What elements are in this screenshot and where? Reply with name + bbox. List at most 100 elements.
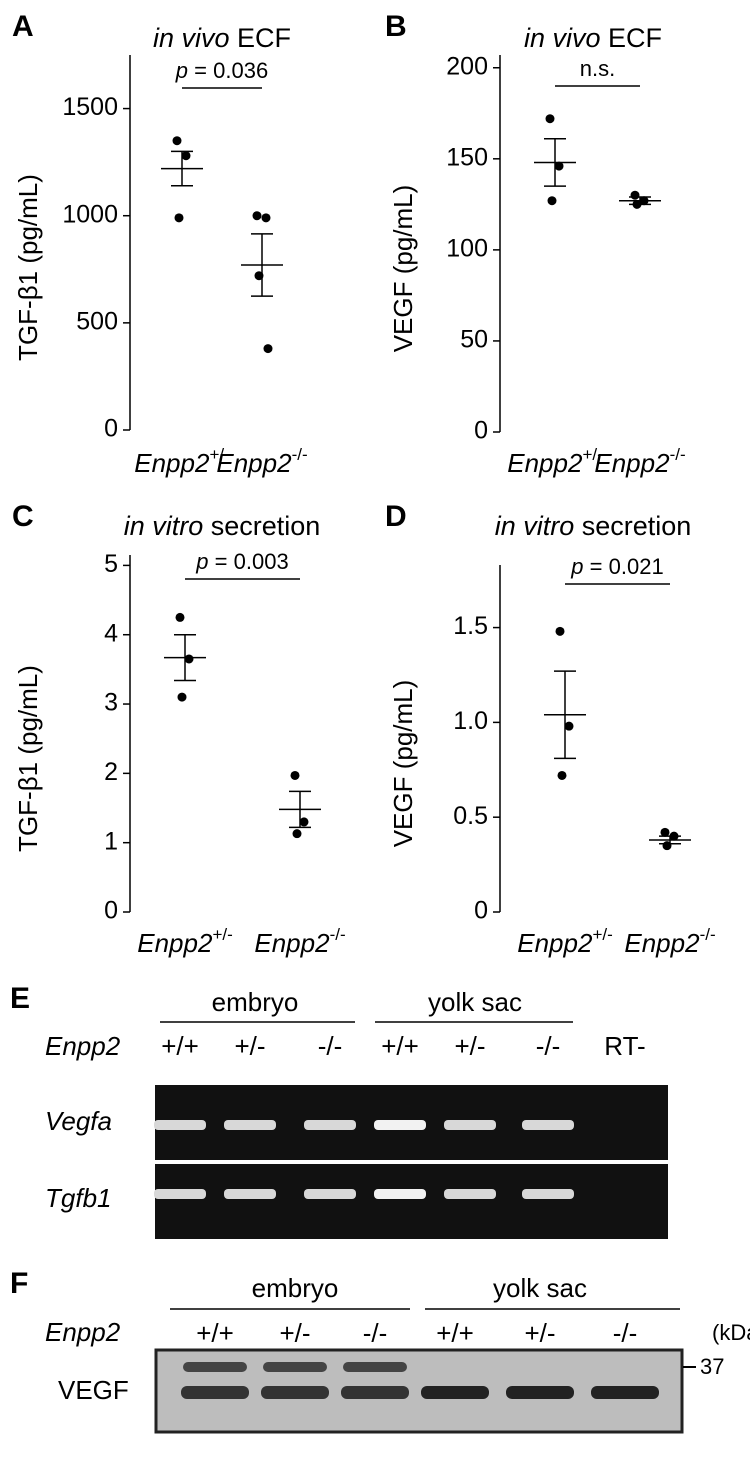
x-tick-label: Enpp2+/- [517, 925, 613, 958]
lane-label: -/- [536, 1031, 561, 1061]
data-point [290, 770, 300, 780]
lane-label: +/- [454, 1031, 485, 1061]
panel-label: C [12, 500, 34, 533]
error-bar [289, 790, 311, 829]
error-bar [554, 670, 576, 760]
data-point [660, 827, 670, 837]
panel-label: A [12, 10, 34, 43]
band [522, 1189, 574, 1199]
y-tick-label: 4 [104, 619, 118, 647]
y-tick-label: 1.5 [453, 612, 488, 640]
annotation: p = 0.021 [570, 554, 663, 579]
y-axis-label: VEGF (pg/mL) [388, 185, 418, 353]
data-point [630, 190, 640, 200]
chart-title: in vivo ECF [524, 23, 662, 53]
data-point [263, 344, 273, 354]
panel-label: F [10, 1267, 28, 1300]
unit-label: (kDa) [712, 1320, 750, 1345]
chart-title: in vitro secretion [495, 511, 692, 541]
lane-label: RT- [604, 1031, 645, 1061]
data-point [564, 721, 574, 731]
annotation: p = 0.003 [195, 549, 288, 574]
error-bar [629, 196, 651, 206]
gene-label: Enpp2 [45, 1317, 121, 1347]
lane-label: +/+ [161, 1031, 199, 1061]
y-tick-label: 0 [104, 415, 118, 443]
band [591, 1386, 659, 1399]
data-point [174, 213, 184, 223]
y-tick-label: 50 [460, 326, 488, 354]
y-tick-label: 0 [104, 897, 118, 925]
band [444, 1189, 496, 1199]
data-point [299, 817, 309, 827]
band [343, 1362, 407, 1372]
data-point [557, 770, 567, 780]
band [154, 1189, 206, 1199]
panel-label: E [10, 982, 30, 1015]
y-tick-label: 2 [104, 758, 118, 786]
y-tick-label: 500 [76, 307, 118, 335]
data-point [177, 692, 187, 702]
y-tick-label: 0 [474, 897, 488, 925]
chart-title: in vitro secretion [124, 511, 321, 541]
error-bar [171, 150, 193, 187]
data-point [545, 114, 555, 124]
group-label: embryo [252, 1273, 339, 1303]
lane-label: -/- [363, 1318, 388, 1348]
panel-label: D [385, 500, 407, 533]
band [522, 1120, 574, 1130]
x-tick-label: Enpp2+/- [134, 445, 230, 478]
y-tick-label: 5 [104, 550, 118, 578]
data-point [547, 196, 557, 206]
band [304, 1189, 356, 1199]
lane-label: +/+ [196, 1318, 234, 1348]
band [183, 1362, 247, 1372]
data-point [181, 151, 191, 161]
lane-label: +/+ [436, 1318, 474, 1348]
band [304, 1120, 356, 1130]
data-point [261, 213, 271, 223]
y-tick-label: 1000 [62, 200, 118, 228]
y-tick-label: 1 [104, 827, 118, 855]
lane-label: +/+ [381, 1031, 419, 1061]
band [181, 1386, 249, 1399]
band [154, 1120, 206, 1130]
group-label: yolk sac [428, 987, 522, 1017]
x-tick-label: Enpp2-/- [254, 925, 345, 958]
y-tick-label: 200 [446, 52, 488, 80]
lane-label: +/- [524, 1318, 555, 1348]
lane-label: +/- [279, 1318, 310, 1348]
annotation: n.s. [580, 56, 615, 81]
annotation: p = 0.036 [175, 58, 268, 83]
x-tick-label: Enpp2-/- [216, 445, 307, 478]
band [224, 1189, 276, 1199]
lane-label: -/- [318, 1031, 343, 1061]
error-bar [251, 233, 273, 297]
y-tick-label: 100 [446, 234, 488, 262]
y-axis-label: VEGF (pg/mL) [388, 680, 418, 848]
y-tick-label: 0.5 [453, 802, 488, 830]
data-point [184, 654, 194, 664]
marker-label: 37 [700, 1354, 724, 1379]
band [224, 1120, 276, 1130]
band [374, 1189, 426, 1199]
error-bar [174, 633, 196, 682]
data-point [252, 211, 262, 221]
band [374, 1120, 426, 1130]
gene-label: Enpp2 [45, 1031, 121, 1061]
band [341, 1386, 409, 1399]
data-point [292, 829, 302, 839]
data-point [555, 626, 565, 636]
error-bar [544, 138, 566, 187]
lane-label: -/- [613, 1318, 638, 1348]
data-point [554, 161, 564, 171]
lane-label: +/- [234, 1031, 265, 1061]
data-point [172, 136, 182, 146]
y-tick-label: 3 [104, 689, 118, 717]
x-tick-label: Enpp2+/- [507, 445, 603, 478]
band [506, 1386, 574, 1399]
x-tick-label: Enpp2-/- [594, 445, 685, 478]
y-axis-label: TGF-β1 (pg/mL) [13, 665, 43, 852]
y-tick-label: 1.0 [453, 707, 488, 735]
